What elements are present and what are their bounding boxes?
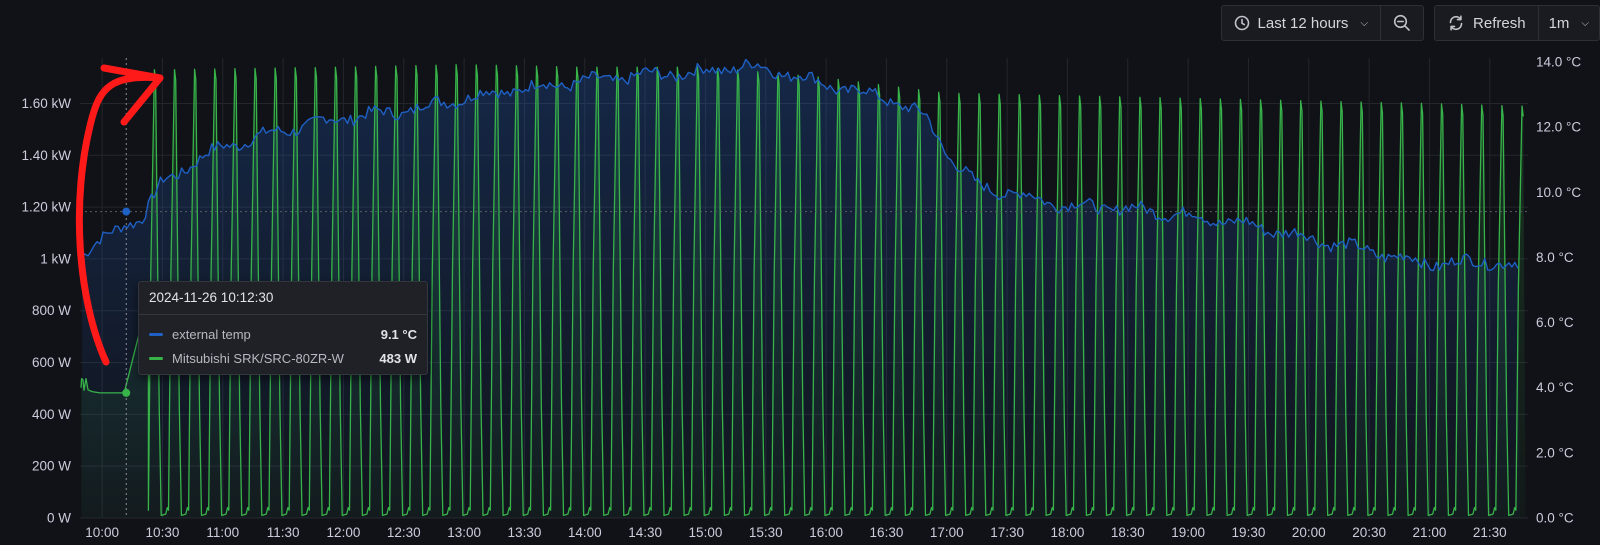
tooltip-series-value: 483 W <box>379 350 417 366</box>
refresh-label: Refresh <box>1473 14 1526 32</box>
x-tick-label: 18:30 <box>1111 525 1145 540</box>
y-right-tick-label: 2.0 °C <box>1536 445 1574 460</box>
x-tick-label: 16:00 <box>809 525 843 540</box>
y-right-tick-label: 6.0 °C <box>1536 315 1574 330</box>
series-swatch <box>149 332 163 336</box>
y-right-tick-label: 14.0 °C <box>1536 55 1581 70</box>
y-left-tick-label: 400 W <box>32 407 71 422</box>
y-right-tick-label: 8.0 °C <box>1536 250 1574 265</box>
hover-tooltip: 2024-11-26 10:12:30 external temp 9.1 °C… <box>138 281 428 375</box>
x-tick-label: 17:00 <box>930 525 964 540</box>
x-tick-label: 21:00 <box>1413 525 1447 540</box>
time-range-picker[interactable]: Last 12 hours ⌵ <box>1222 6 1381 40</box>
y-right-tick-label: 12.0 °C <box>1536 120 1581 135</box>
y-left-tick-label: 1 kW <box>40 251 71 266</box>
x-tick-label: 13:30 <box>508 525 542 540</box>
x-tick-label: 19:00 <box>1171 525 1205 540</box>
y-left-tick-label: 1.60 kW <box>21 96 71 111</box>
tooltip-series-name: external temp <box>172 326 251 342</box>
x-tick-label: 13:00 <box>447 525 481 540</box>
x-tick-label: 16:30 <box>870 525 904 540</box>
tooltip-timestamp: 2024-11-26 10:12:30 <box>139 282 427 315</box>
x-tick-label: 21:30 <box>1473 525 1507 540</box>
refresh-interval-label: 1m <box>1548 14 1570 32</box>
clock-icon <box>1234 15 1249 31</box>
annotation-arrow-shaft <box>75 73 164 366</box>
refresh-group: Refresh 1m ⌵ <box>1434 5 1600 41</box>
zoom-out-button[interactable] <box>1380 6 1423 40</box>
x-tick-label: 11:00 <box>206 525 239 540</box>
zoom-out-icon <box>1393 14 1410 31</box>
chevron-down-icon: ⌵ <box>1360 17 1369 29</box>
x-tick-label: 17:30 <box>990 525 1024 540</box>
hover-point <box>122 388 131 397</box>
y-left-tick-label: 1.20 kW <box>21 200 71 215</box>
x-tick-label: 12:00 <box>327 525 361 540</box>
x-tick-label: 15:00 <box>689 525 723 540</box>
refresh-interval-picker[interactable]: 1m ⌵ <box>1537 6 1599 40</box>
power-series-line <box>80 64 1524 517</box>
x-tick-label: 12:30 <box>387 525 421 540</box>
refresh-button[interactable]: Refresh <box>1435 6 1538 40</box>
x-tick-label: 11:30 <box>267 525 300 540</box>
y-left-tick-label: 600 W <box>32 355 71 370</box>
x-tick-label: 10:30 <box>146 525 180 540</box>
tooltip-series-name: Mitsubishi SRK/SRC-80ZR-W <box>172 350 344 366</box>
x-tick-label: 20:30 <box>1352 525 1386 540</box>
y-left-tick-label: 200 W <box>32 459 71 474</box>
hover-point <box>122 207 131 216</box>
y-right-tick-label: 10.0 °C <box>1536 185 1581 200</box>
chevron-down-icon: ⌵ <box>1581 17 1589 29</box>
temp-series-line <box>81 58 1519 272</box>
x-tick-label: 19:30 <box>1232 525 1266 540</box>
annotation-arrow <box>75 64 164 366</box>
annotation-arrow-head <box>100 64 164 126</box>
y-right-tick-label: 4.0 °C <box>1536 380 1574 395</box>
x-tick-label: 18:00 <box>1051 525 1085 540</box>
x-tick-label: 14:30 <box>628 525 662 540</box>
series-swatch <box>149 356 163 360</box>
tooltip-series-value: 9.1 °C <box>380 326 417 342</box>
dashboard-toolbar: Last 12 hours ⌵ Refresh 1m ⌵ <box>1220 5 1600 41</box>
tooltip-row: external temp 9.1 °C <box>139 322 427 346</box>
x-tick-label: 20:00 <box>1292 525 1326 540</box>
x-tick-label: 10:00 <box>85 525 119 540</box>
x-tick-label: 15:30 <box>749 525 783 540</box>
tooltip-row: Mitsubishi SRK/SRC-80ZR-W 483 W <box>139 346 427 370</box>
x-tick-label: 14:00 <box>568 525 602 540</box>
y-right-tick-label: 0.0 °C <box>1536 511 1574 526</box>
y-left-tick-label: 1.40 kW <box>21 148 71 163</box>
refresh-icon <box>1449 15 1463 31</box>
time-range-label: Last 12 hours <box>1257 14 1349 32</box>
time-range-group: Last 12 hours ⌵ <box>1220 5 1425 41</box>
y-left-tick-label: 800 W <box>32 303 71 318</box>
y-left-tick-label: 0 W <box>47 511 71 526</box>
